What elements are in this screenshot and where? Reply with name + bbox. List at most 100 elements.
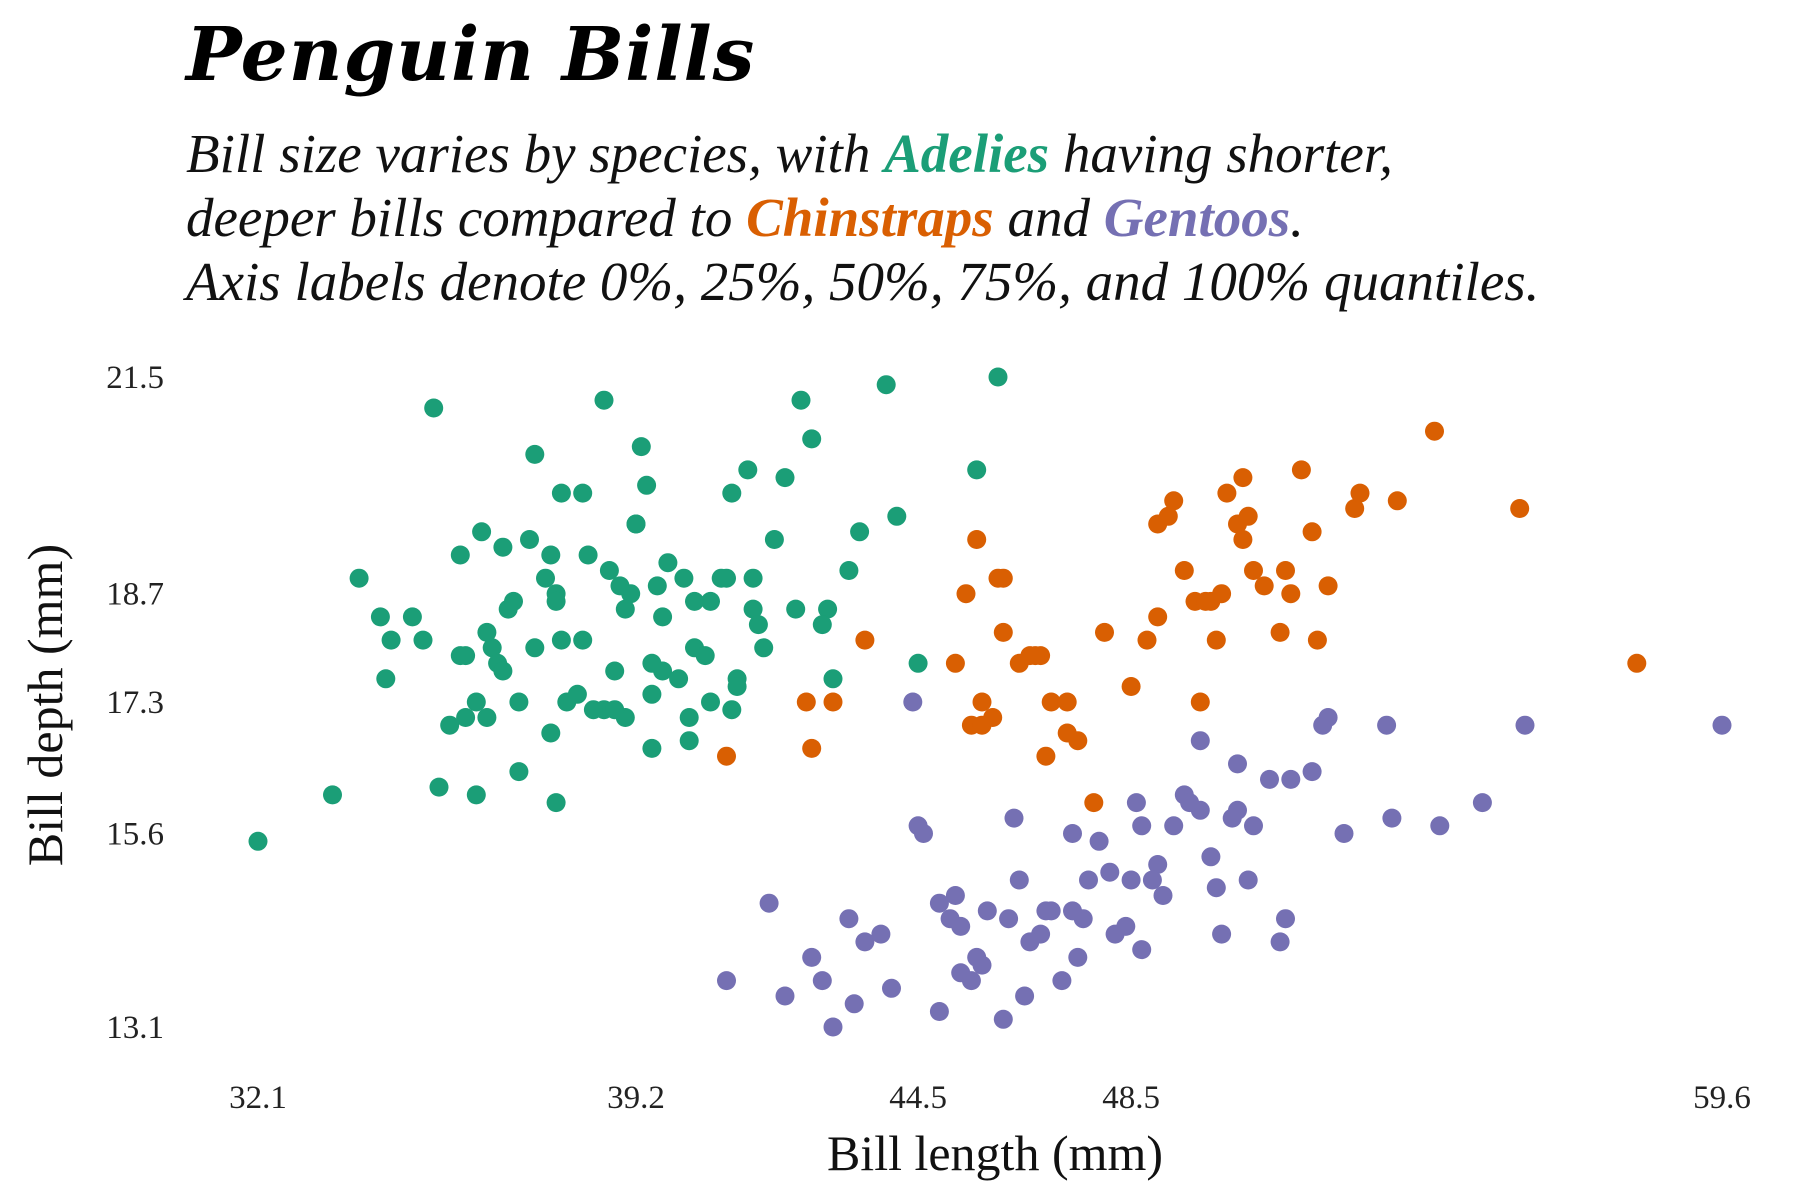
data-point-chinstraps	[1190, 692, 1210, 712]
data-point-adelies	[567, 684, 587, 704]
data-point-adelies	[738, 460, 758, 480]
data-point-adelies	[812, 615, 832, 635]
x-tick-label: 59.6	[1693, 1080, 1751, 1116]
data-point-chinstraps	[1270, 622, 1290, 642]
data-point-adelies	[509, 762, 529, 782]
data-point-adelies	[791, 390, 811, 410]
data-point-adelies	[605, 700, 625, 720]
data-point-chinstraps	[1025, 646, 1045, 666]
y-tick-label: 18.7	[106, 577, 164, 613]
data-point-adelies	[887, 506, 907, 526]
subtitle-text: and	[993, 187, 1104, 248]
data-point-gentoos	[1472, 793, 1492, 813]
data-point-chinstraps	[1206, 630, 1226, 650]
data-point-gentoos	[1222, 808, 1242, 828]
data-point-adelies	[456, 646, 476, 666]
data-point-adelies	[850, 522, 870, 542]
data-point-chinstraps	[1233, 468, 1253, 488]
data-point-adelies	[642, 653, 662, 673]
subtitle-line-3: Axis labels denote 0%, 25%, 50%, 75%, an…	[186, 251, 1540, 312]
y-axis-ticks: 13.1 15.6 17.3 18.7 21.5	[106, 360, 164, 1046]
data-point-gentoos	[759, 893, 779, 913]
data-point-adelies	[818, 599, 838, 619]
data-point-adelies	[429, 777, 449, 797]
data-point-adelies	[477, 622, 497, 642]
data-point-gentoos	[977, 901, 997, 921]
data-point-gentoos	[717, 971, 736, 991]
data-point-adelies	[748, 615, 768, 635]
data-point-chinstraps	[1057, 723, 1077, 743]
data-point-gentoos	[1712, 715, 1732, 735]
y-tick-label: 13.1	[106, 1010, 164, 1046]
data-point-gentoos	[1180, 793, 1200, 813]
data-point-chinstraps	[1212, 584, 1232, 604]
data-point-chinstraps	[1238, 506, 1258, 526]
chart-subtitle: Bill size varies by species, with Adelie…	[186, 122, 1786, 314]
data-point-chinstraps	[1041, 692, 1061, 712]
data-point-adelies	[701, 591, 720, 611]
data-point-adelies	[520, 530, 539, 549]
data-point-gentoos	[1382, 808, 1402, 828]
gentoo-label: Gentoos	[1103, 187, 1291, 248]
data-point-chinstraps	[1137, 630, 1157, 650]
data-point-adelies	[727, 677, 747, 696]
data-point-adelies	[482, 638, 502, 658]
data-point-chinstraps	[1425, 421, 1444, 441]
data-point-gentoos	[1270, 932, 1290, 952]
data-point-chinstraps	[796, 692, 816, 712]
subtitle-line-2: deeper bills compared to Chinstraps and …	[186, 186, 1786, 250]
data-point-adelies	[546, 793, 566, 813]
data-point-gentoos	[951, 916, 971, 936]
data-point-adelies	[642, 738, 662, 758]
x-tick-label: 32.1	[229, 1080, 287, 1116]
data-point-adelies	[701, 692, 720, 712]
data-point-adelies	[839, 561, 859, 580]
data-point-chinstraps	[1387, 491, 1407, 511]
data-point-gentoos	[999, 909, 1019, 929]
chart-title: Penguin Bills	[186, 12, 756, 98]
data-point-gentoos	[1153, 886, 1173, 905]
data-point-gentoos	[1132, 940, 1152, 960]
data-point-gentoos	[1089, 831, 1109, 851]
x-axis-title: Bill length (mm)	[827, 1125, 1163, 1181]
data-point-gentoos	[1148, 855, 1168, 874]
x-tick-label: 44.5	[889, 1080, 947, 1116]
data-point-chinstraps	[1307, 630, 1327, 650]
data-point-gentoos	[929, 893, 949, 913]
data-point-gentoos	[1276, 909, 1295, 929]
data-point-gentoos	[961, 971, 981, 991]
data-point-adelies	[722, 483, 742, 503]
data-point-adelies	[493, 661, 513, 681]
data-point-adelies	[658, 553, 678, 573]
data-point-gentoos	[1201, 847, 1221, 867]
data-point-adelies	[551, 483, 571, 503]
data-point-gentoos	[1100, 862, 1120, 882]
data-point-adelies	[653, 607, 673, 627]
y-tick-label: 21.5	[106, 360, 164, 396]
data-points	[248, 367, 1732, 1037]
data-point-chinstraps	[993, 622, 1013, 642]
data-point-gentoos	[1126, 793, 1146, 813]
data-point-adelies	[402, 607, 422, 627]
data-point-gentoos	[1238, 870, 1258, 890]
adelie-label: Adelies	[884, 123, 1050, 184]
data-point-gentoos	[1009, 870, 1029, 890]
data-point-chinstraps	[945, 653, 965, 673]
data-point-chinstraps	[717, 746, 736, 766]
data-point-chinstraps	[1281, 584, 1301, 604]
data-point-chinstraps	[1350, 483, 1370, 503]
data-point-adelies	[610, 576, 630, 596]
data-point-chinstraps	[1291, 460, 1311, 480]
data-point-chinstraps	[823, 692, 843, 712]
data-point-adelies	[525, 638, 545, 658]
data-point-chinstraps	[1158, 506, 1178, 526]
data-point-adelies	[248, 831, 268, 851]
data-point-adelies	[786, 599, 806, 619]
data-point-chinstraps	[1057, 692, 1077, 712]
data-point-adelies	[637, 475, 657, 495]
data-point-adelies	[509, 692, 529, 712]
subtitle-text: having shorter,	[1049, 123, 1393, 184]
data-point-adelies	[743, 599, 763, 619]
data-point-gentoos	[855, 932, 875, 952]
